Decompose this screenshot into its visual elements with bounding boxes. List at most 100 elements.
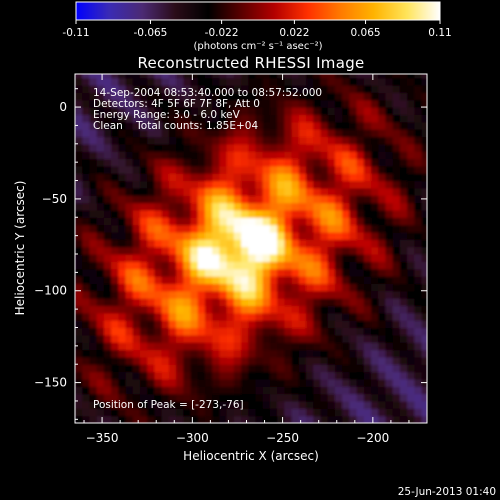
heatmap-cell (212, 129, 221, 138)
heatmap-cell (183, 334, 192, 343)
heatmap-cell (118, 386, 127, 395)
heatmap-cell (269, 268, 278, 277)
heatmap-cell (291, 386, 300, 395)
heatmap-cell (118, 173, 127, 182)
heatmap-cell (226, 393, 235, 402)
heatmap-cell (277, 305, 285, 314)
heatmap-cell (378, 342, 387, 351)
heatmap-cell (82, 334, 91, 343)
heatmap-cell (233, 312, 242, 321)
heatmap-cell (212, 187, 221, 196)
heatmap-cell (103, 312, 112, 321)
heatmap-cell (168, 393, 177, 402)
heatmap-cell (139, 327, 148, 336)
heatmap-cell (132, 408, 141, 417)
heatmap-cell (82, 92, 91, 101)
heatmap-cell (103, 180, 112, 189)
heatmap-cell (219, 364, 228, 373)
heatmap-cell (284, 356, 293, 365)
heatmap-cell (82, 386, 91, 395)
heatmap-cell (320, 320, 329, 329)
heatmap-cell (197, 254, 206, 262)
heatmap-cell (103, 349, 112, 358)
heatmap-cell (89, 400, 98, 409)
heatmap-cell (183, 276, 192, 284)
heatmap-cell (356, 202, 365, 211)
heatmap-cell (334, 165, 343, 174)
heatmap-cell (407, 114, 415, 123)
heatmap-cell (212, 415, 221, 423)
heatmap-cell (371, 151, 379, 160)
heatmap-cell (421, 77, 427, 86)
heatmap-cell (204, 364, 213, 373)
heatmap-cell (371, 92, 379, 101)
heatmap-cell (161, 364, 170, 373)
heatmap-cell (269, 121, 278, 130)
heatmap-cell (421, 107, 427, 116)
heatmap-cell (421, 187, 427, 196)
heatmap-cell (212, 151, 221, 160)
heatmap-cell (349, 364, 358, 373)
heatmap-cell (399, 187, 408, 196)
heatmap-cell (378, 92, 387, 101)
heatmap-cell (255, 85, 264, 93)
heatmap-cell (277, 290, 285, 299)
heatmap-cell (306, 77, 314, 86)
heatmap-cell (147, 283, 156, 292)
heatmap-cell (298, 349, 307, 358)
heatmap-cell (342, 202, 350, 211)
heatmap-cell (320, 121, 329, 130)
heatmap-cell (277, 378, 285, 387)
heatmap-cell (414, 92, 423, 101)
heatmap-cell (147, 165, 156, 174)
heatmap-cell (248, 165, 257, 174)
heatmap-cell (147, 121, 156, 130)
heatmap-cell (111, 74, 119, 79)
heatmap-cell (197, 107, 206, 116)
heatmap-cell (262, 415, 271, 423)
heatmap-cell (226, 151, 235, 160)
heatmap-cell (111, 290, 119, 299)
heatmap-cell (320, 187, 329, 196)
heatmap-cell (378, 107, 387, 116)
heatmap-cell (313, 312, 322, 321)
heatmap-cell (82, 378, 91, 387)
heatmap-cell (139, 268, 148, 277)
heatmap-cell (385, 283, 394, 292)
heatmap-cell (111, 371, 119, 380)
heatmap-cell (277, 85, 285, 93)
heatmap-cell (75, 305, 83, 314)
heatmap-cell (168, 187, 177, 196)
heatmap-cell (75, 231, 83, 240)
heatmap-cell (190, 114, 199, 123)
heatmap-cell (277, 327, 285, 336)
heatmap-cell (212, 158, 221, 167)
heatmap-cell (241, 77, 249, 86)
heatmap-cell (118, 209, 127, 218)
heatmap-cell (183, 92, 192, 101)
heatmap-cell (132, 298, 141, 307)
heatmap-cell (204, 261, 213, 270)
heatmap-cell (176, 209, 184, 218)
heatmap-cell (139, 408, 148, 417)
heatmap-cell (103, 393, 112, 402)
heatmap-cell (342, 400, 350, 409)
heatmap-cell (212, 393, 221, 402)
heatmap-cell (161, 209, 170, 218)
heatmap-cell (349, 320, 358, 329)
heatmap-cell (327, 239, 336, 248)
heatmap-cell (147, 364, 156, 373)
heatmap-cell (385, 305, 394, 314)
heatmap-cell (407, 180, 415, 189)
heatmap-cell (219, 158, 228, 167)
heatmap-cell (356, 158, 365, 167)
heatmap-cell (414, 334, 423, 343)
heatmap-cell (147, 312, 156, 321)
heatmap-cell (226, 305, 235, 314)
heatmap-cell (356, 99, 365, 108)
heatmap-cell (176, 298, 184, 307)
heatmap-cell (342, 217, 350, 226)
heatmap-cell (298, 209, 307, 218)
heatmap-cell (89, 254, 98, 262)
heatmap-cell (349, 136, 358, 145)
